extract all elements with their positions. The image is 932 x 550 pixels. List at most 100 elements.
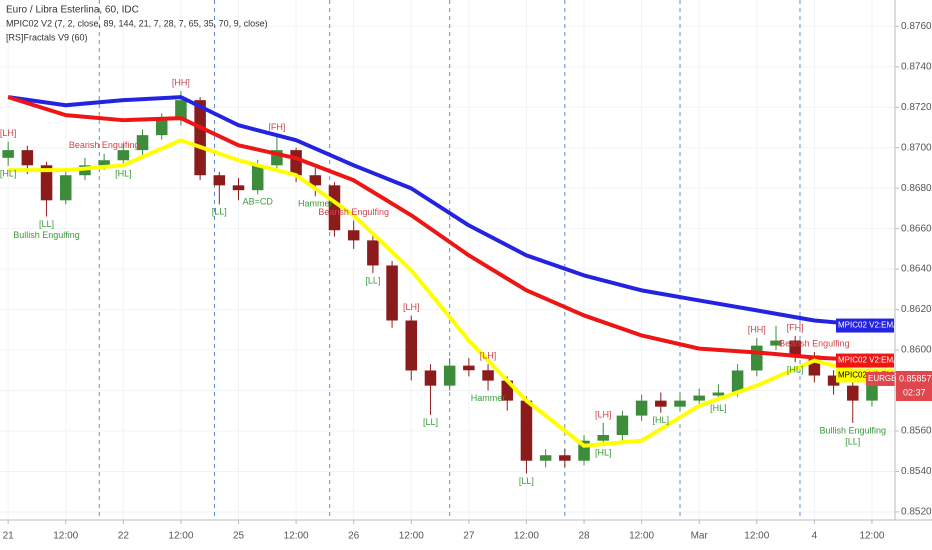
pattern-annotation: Hammer bbox=[298, 199, 333, 209]
candle-body bbox=[347, 230, 360, 241]
pattern-annotation: [FH] bbox=[787, 322, 804, 332]
symbol-tag bbox=[866, 371, 895, 386]
candle-body bbox=[117, 150, 130, 161]
pattern-annotation: [HL] bbox=[595, 448, 612, 458]
candle-body bbox=[328, 185, 341, 231]
indicator-label: [RS]Fractals V9 (60) bbox=[6, 32, 88, 42]
candle-body bbox=[98, 160, 110, 166]
x-tick-label: 12:00 bbox=[629, 531, 654, 542]
x-tick-label: Mar bbox=[691, 531, 709, 542]
last-price-label: 0.85857 bbox=[899, 373, 932, 383]
candle-body bbox=[597, 435, 609, 441]
candle-body bbox=[731, 370, 744, 393]
pattern-annotation: [LH] bbox=[595, 409, 612, 419]
label-layer: 0.852000.854000.856000.858000.860000.862… bbox=[0, 21, 932, 542]
pattern-annotation: [HL] bbox=[0, 168, 16, 178]
candle-body bbox=[808, 355, 821, 376]
ema-line bbox=[7, 95, 873, 363]
legend-label: MPIC02 V2:EMA(144) bbox=[838, 321, 917, 330]
pattern-annotation: [LL] bbox=[365, 276, 380, 286]
candle-body bbox=[367, 240, 379, 266]
candle-body bbox=[232, 185, 245, 191]
candle-body bbox=[482, 370, 494, 381]
x-tick-label: 12:00 bbox=[53, 531, 78, 542]
candle-body bbox=[251, 165, 264, 191]
candle-body bbox=[386, 265, 398, 321]
candle-body bbox=[443, 365, 456, 386]
candle-body bbox=[213, 175, 226, 186]
pattern-annotation: [LH] bbox=[403, 302, 420, 312]
pattern-annotation: Bearish Engulfing bbox=[779, 338, 850, 348]
candle-body bbox=[655, 400, 667, 407]
x-tick-label: 22 bbox=[118, 531, 130, 542]
candle-body bbox=[616, 415, 629, 436]
candle-body bbox=[155, 120, 168, 136]
pattern-annotation: [HL] bbox=[653, 415, 670, 425]
candle-body bbox=[559, 455, 571, 461]
pattern-annotation: Bearish Engulfing bbox=[318, 207, 389, 217]
pattern-annotation: [HH] bbox=[748, 324, 766, 334]
candle-body bbox=[789, 340, 801, 356]
x-tick-label: 4 bbox=[812, 531, 818, 542]
symbol-label: EURGBP bbox=[868, 374, 902, 383]
pattern-annotation: Hammer bbox=[471, 393, 506, 403]
candle-body bbox=[635, 400, 648, 416]
candle-body bbox=[866, 378, 878, 401]
candle-body bbox=[463, 365, 475, 371]
price-tag bbox=[896, 370, 932, 401]
data-layer bbox=[2, 91, 878, 474]
candle-body bbox=[271, 150, 283, 166]
ema-line bbox=[8, 138, 873, 448]
pattern-annotation: [HL] bbox=[787, 365, 804, 375]
x-tick-label: 28 bbox=[578, 531, 590, 542]
candle-body bbox=[59, 175, 72, 201]
pattern-annotation: Bearish Engulfing bbox=[69, 140, 140, 150]
candle-body bbox=[405, 320, 418, 371]
pattern-annotation: [HL] bbox=[710, 403, 727, 413]
pattern-annotation: [LL] bbox=[845, 436, 860, 446]
indicator-label: MPIC02 V2 (7, 2, close, 89, 144, 21, 7, … bbox=[6, 18, 268, 28]
y-tick-label: 0.87600 bbox=[901, 21, 932, 32]
pattern-annotation: [HH] bbox=[172, 77, 190, 87]
x-tick-label: 12:00 bbox=[744, 531, 769, 542]
pattern-annotation: [LH] bbox=[480, 351, 497, 361]
pattern-annotation: Bullish Engulfing bbox=[13, 230, 80, 240]
pattern-annotation: [LL] bbox=[423, 417, 438, 427]
candle-body bbox=[501, 380, 514, 401]
x-tick-label: 27 bbox=[463, 531, 475, 542]
pattern-annotation: [LL] bbox=[212, 207, 227, 217]
pattern-annotation: [LL] bbox=[519, 476, 534, 486]
pattern-annotation: Bullish Engulfing bbox=[819, 425, 886, 435]
candle-body bbox=[40, 165, 53, 201]
pattern-annotation: AB=CD bbox=[243, 197, 274, 207]
countdown-label: 02:37 bbox=[903, 387, 926, 397]
candle-body bbox=[2, 150, 14, 158]
ema-line bbox=[7, 95, 873, 328]
x-tick-label: 12:00 bbox=[284, 531, 309, 542]
candle-body bbox=[136, 135, 149, 151]
candle-body bbox=[578, 440, 590, 461]
candle-body bbox=[309, 175, 322, 186]
candle-body bbox=[770, 340, 782, 346]
x-tick-label: 12:00 bbox=[514, 531, 539, 542]
candle-body bbox=[194, 100, 206, 176]
x-tick-label: 12:00 bbox=[859, 531, 884, 542]
x-tick-label: 25 bbox=[233, 531, 245, 542]
pattern-annotation: [FH] bbox=[268, 122, 285, 132]
candle-body bbox=[693, 395, 705, 401]
pattern-annotation: [HL] bbox=[115, 168, 132, 178]
legend-tag bbox=[836, 318, 894, 333]
legend-label: MPIC02 V2:EMA(89) bbox=[838, 356, 913, 365]
candle-body bbox=[827, 375, 840, 386]
candle-body bbox=[539, 455, 552, 461]
